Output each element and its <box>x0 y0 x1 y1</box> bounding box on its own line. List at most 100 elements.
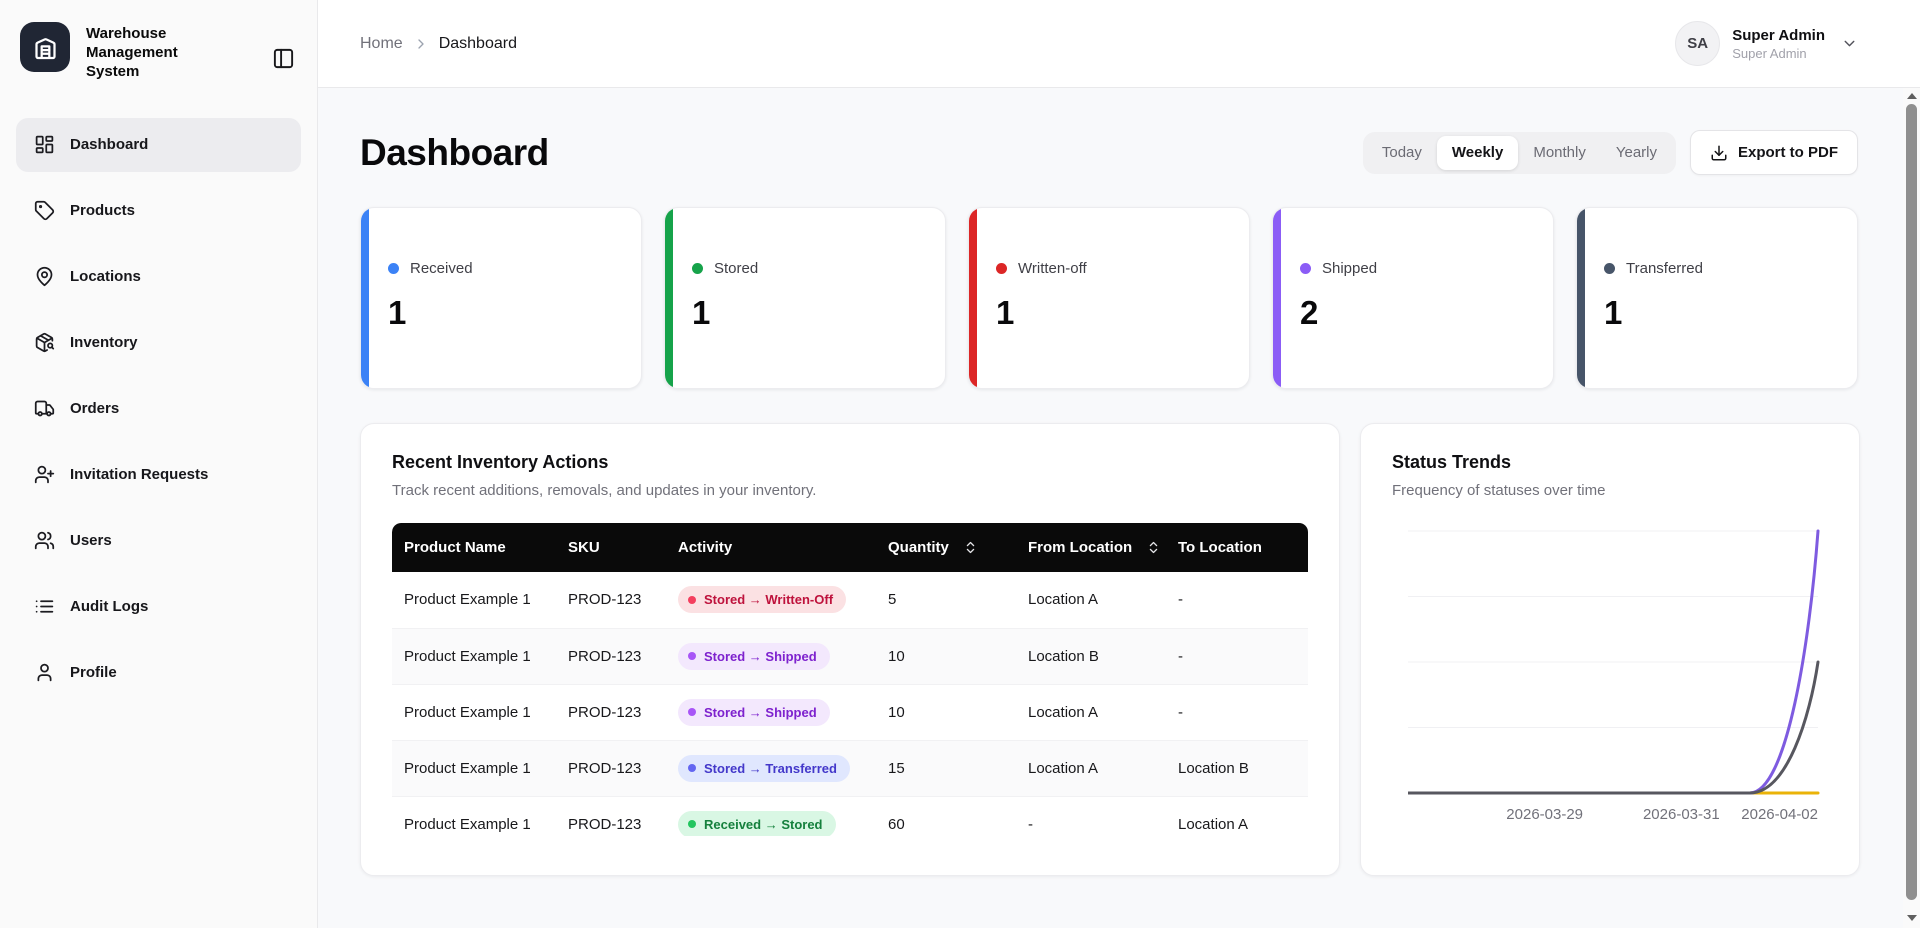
sidebar-item-inventory[interactable]: Inventory <box>16 316 301 370</box>
activity-dot-icon <box>688 820 696 828</box>
cell-to-location: Location A <box>1166 796 1308 836</box>
cell-sku: PROD-123 <box>556 796 666 836</box>
activity-label: Received → Stored <box>704 816 823 832</box>
status-card-value: 1 <box>692 294 711 331</box>
range-option-today[interactable]: Today <box>1367 136 1437 170</box>
status-card-shipped: Shipped 2 <box>1272 207 1554 389</box>
series-transferred-gray <box>1408 660 1820 795</box>
sidebar-item-locations[interactable]: Locations <box>16 250 301 304</box>
sidebar-item-orders[interactable]: Orders <box>16 382 301 436</box>
status-card-received: Received 1 <box>360 207 642 389</box>
user-icon <box>33 662 55 684</box>
status-card-transferred: Transferred 1 <box>1576 207 1858 389</box>
column-header-label: Activity <box>678 539 733 556</box>
map-pin-icon <box>33 266 55 288</box>
layout-dashboard-icon <box>33 134 55 156</box>
status-dot-icon <box>996 263 1007 274</box>
range-option-weekly[interactable]: Weekly <box>1436 135 1519 170</box>
cell-quantity: 10 <box>876 628 1016 685</box>
activity-badge: Stored → Written-Off <box>678 586 847 614</box>
cell-to-location: - <box>1166 684 1308 741</box>
cell-activity: Stored → Shipped <box>666 684 876 741</box>
sidebar-item-users[interactable]: Users <box>16 514 301 568</box>
cell-quantity: 10 <box>876 684 1016 741</box>
breadcrumb-home-link[interactable]: Home <box>360 34 403 52</box>
users-icon <box>33 530 55 552</box>
cell-activity: Stored → Shipped <box>666 628 876 685</box>
chevrons-up-down-icon <box>1146 540 1161 555</box>
sidebar-item-label: Audit Logs <box>70 598 149 616</box>
chevron-right-icon <box>413 36 429 52</box>
cell-sku: PROD-123 <box>556 740 666 797</box>
table-header-row: Product Name SKU Activity Quantity From Loca… <box>392 523 1308 572</box>
column-header-label: SKU <box>568 539 600 556</box>
cell-quantity: 15 <box>876 740 1016 797</box>
activity-badge: Stored → Transferred <box>678 754 850 782</box>
scrollbar-up-arrow-icon[interactable] <box>1906 93 1917 99</box>
tag-icon <box>33 200 55 222</box>
sidebar-item-label: Dashboard <box>70 136 149 154</box>
status-trends-panel: Status Trends Frequency of statuses over… <box>1360 423 1860 876</box>
status-card-label: Received <box>410 260 473 277</box>
x-axis-tick-label: 2026-03-31 <box>1643 806 1720 823</box>
package-search-icon <box>33 332 55 354</box>
app-title: Warehouse Management System <box>86 25 178 81</box>
cell-from-location: Location A <box>1016 572 1166 629</box>
sidebar-item-label: Locations <box>70 268 141 286</box>
sidebar-item-label: Orders <box>70 400 120 418</box>
inventory-table: Product Name SKU Activity Quantity From Loca… <box>392 523 1308 836</box>
range-option-yearly[interactable]: Yearly <box>1601 136 1672 170</box>
status-dot-icon <box>692 263 703 274</box>
top-header: Home Dashboard SA Super Admin Super Admi… <box>318 0 1920 88</box>
cell-from-location: Location B <box>1016 628 1166 685</box>
cell-sku: PROD-123 <box>556 572 666 629</box>
chevron-down-icon <box>1841 35 1858 52</box>
cell-activity: Received → Stored <box>666 796 876 836</box>
chevrons-up-down-icon <box>963 540 978 555</box>
activity-dot-icon <box>688 595 696 604</box>
title-actions: Today Weekly Monthly Yearly Export to PDF <box>1362 130 1858 175</box>
cell-activity: Stored → Written-Off <box>666 572 876 629</box>
column-header-from-location[interactable]: From Location <box>1016 523 1166 572</box>
cell-product-name: Product Example 1 <box>392 684 556 741</box>
activity-label: Stored → Shipped <box>704 704 817 720</box>
cell-sku: PROD-123 <box>556 628 666 685</box>
activity-dot-icon <box>688 652 696 660</box>
activity-label: Stored → Written-Off <box>704 592 834 608</box>
status-card-written-off: Written-off 1 <box>968 207 1250 389</box>
status-card-stored: Stored 1 <box>664 207 946 389</box>
panel-left-icon[interactable] <box>269 44 297 72</box>
column-header-product-name: Product Name <box>392 523 556 572</box>
recent-inventory-panel: Recent Inventory Actions Track recent ad… <box>360 423 1340 876</box>
vertical-scrollbar <box>1903 88 1920 928</box>
user-menu[interactable]: SA Super Admin Super Admin <box>1675 21 1858 66</box>
status-accent-bar <box>665 208 673 388</box>
cell-product-name: Product Example 1 <box>392 572 556 629</box>
table-row: Product Example 1 PROD-123 Stored → Shipp… <box>392 628 1308 685</box>
column-header-label: Quantity <box>888 539 949 556</box>
main-content: Dashboard Today Weekly Monthly Yearly Expor… <box>318 88 1903 928</box>
sidebar-item-profile[interactable]: Profile <box>16 646 301 700</box>
status-trends-chart: 2026-03-29 2026-03-31 2026-04-02 <box>1408 521 1828 833</box>
sidebar: Warehouse Management System Dashboard Pro… <box>0 0 318 928</box>
column-header-to-location: To Location <box>1166 523 1308 572</box>
scrollbar-thumb[interactable] <box>1906 104 1917 900</box>
sidebar-item-audit-logs[interactable]: Audit Logs <box>16 580 301 634</box>
column-header-label: To Location <box>1178 539 1262 556</box>
cell-from-location: Location A <box>1016 684 1166 741</box>
activity-badge: Stored → Shipped <box>678 642 830 670</box>
cell-to-location: - <box>1166 628 1308 685</box>
column-header-quantity[interactable]: Quantity <box>876 523 1016 572</box>
status-dot-icon <box>1604 263 1615 274</box>
status-dot-icon <box>1300 263 1311 274</box>
user-meta: Super Admin Super Admin <box>1732 27 1825 61</box>
scrollbar-down-arrow-icon[interactable] <box>1906 915 1917 921</box>
export-pdf-button[interactable]: Export to PDF <box>1690 130 1858 175</box>
range-option-monthly[interactable]: Monthly <box>1518 136 1601 170</box>
cell-to-location: Location B <box>1166 740 1308 797</box>
sidebar-item-label: Profile <box>70 664 117 682</box>
sidebar-item-dashboard[interactable]: Dashboard <box>16 117 301 172</box>
sidebar-item-products[interactable]: Products <box>16 184 301 238</box>
cell-product-name: Product Example 1 <box>392 740 556 797</box>
sidebar-item-invitation-requests[interactable]: Invitation Requests <box>16 448 301 502</box>
